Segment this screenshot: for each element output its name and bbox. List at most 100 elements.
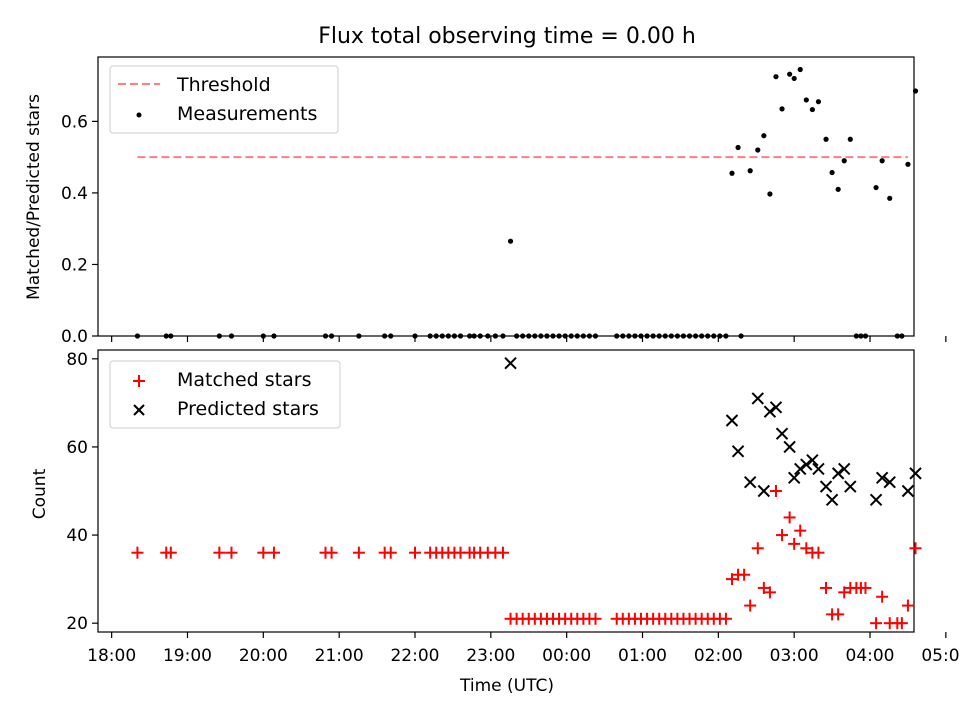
measurement-point	[829, 169, 835, 176]
matched-legend-marker	[133, 375, 145, 387]
measurement-point	[500, 333, 506, 339]
measurement-point	[656, 333, 662, 339]
measurement-point	[485, 333, 491, 339]
matched-legend-label: Matched stars	[177, 369, 311, 391]
measurement-point	[797, 66, 803, 73]
matched-star-point	[794, 524, 807, 537]
measurement-point	[271, 333, 277, 339]
measurement-point	[680, 333, 687, 339]
x-tick-label: 04:00	[846, 646, 895, 666]
x-tick-label: 20:00	[239, 646, 288, 666]
predicted-star-point	[783, 440, 796, 454]
matched-star-point	[812, 546, 825, 559]
measurement-point	[899, 333, 905, 339]
measurement-point	[492, 333, 498, 339]
measurement-point	[735, 144, 741, 151]
measurement-point	[538, 333, 544, 339]
count-legend: Matched stars Predicted stars	[109, 360, 341, 429]
measurement-point	[457, 333, 464, 339]
predicted-star-point	[743, 475, 757, 489]
predicted-star-point	[751, 392, 764, 405]
matched-star-point	[131, 546, 144, 559]
measurement-point	[632, 333, 638, 339]
measurement-point	[544, 333, 550, 339]
matched-star-point	[751, 542, 764, 555]
measurement-point	[835, 186, 841, 192]
predicted-star-point	[819, 480, 833, 493]
x-tick-label: 19:00	[163, 646, 212, 666]
measurement-point	[912, 88, 919, 94]
ratio-y-tick-label: 0.6	[61, 112, 88, 132]
matched-star-point	[876, 590, 889, 603]
measurement-point	[388, 333, 394, 339]
matched-star-point	[763, 586, 776, 599]
measurement-point	[755, 147, 761, 153]
measurement-point	[711, 333, 717, 339]
matched-star-point	[783, 511, 796, 524]
ratio-y-tick-label: 0.0	[61, 327, 88, 347]
x-tick-label: 02:00	[694, 646, 743, 666]
predicted-star-point	[757, 484, 771, 498]
count-y-axis-label: Count	[30, 468, 50, 519]
measurement-point	[905, 161, 911, 167]
predicted-star-point	[831, 467, 845, 480]
threshold-legend-label: Threshold	[176, 74, 271, 96]
predicted-star-point	[769, 401, 783, 414]
matched-star-point	[788, 537, 801, 550]
predicted-legend-marker	[133, 404, 145, 416]
measurement-point	[879, 158, 885, 164]
measurement-point	[650, 333, 656, 339]
x-tick-label: 01:00	[618, 646, 667, 666]
count-y-tick-label: 80	[66, 350, 88, 370]
measurement-point	[858, 333, 864, 339]
measurement-point	[580, 333, 586, 339]
measurement-point	[620, 333, 626, 339]
measurement-point	[433, 333, 439, 339]
measurement-point	[747, 168, 753, 174]
count-y-tick-label: 60	[66, 438, 88, 458]
matched-star-point	[744, 599, 757, 612]
measurements-legend-marker	[136, 112, 142, 118]
matched-star-point	[589, 612, 602, 625]
measurement-point	[471, 333, 477, 339]
count-plot-area	[131, 357, 922, 630]
matched-star-point	[901, 599, 914, 612]
measurement-point	[451, 333, 458, 339]
measurement-point	[477, 333, 483, 339]
predicted-star-point	[806, 453, 819, 467]
matched-star-point	[870, 617, 883, 630]
measurement-point	[328, 333, 335, 339]
chart-title: Flux total observing time = 0.00 h	[318, 24, 696, 49]
measurement-point	[520, 333, 526, 339]
measurement-point	[862, 333, 869, 339]
x-tick-label: 23:00	[466, 646, 515, 666]
matched-star-point	[408, 546, 421, 559]
measurement-point	[356, 333, 362, 339]
measurement-point	[168, 333, 174, 339]
ratio-legend-box	[109, 65, 339, 134]
measurement-point	[841, 158, 847, 164]
measurement-point	[767, 191, 773, 197]
matched-star-point	[352, 546, 365, 559]
matched-star-point	[859, 581, 872, 594]
predicted-star-point	[838, 462, 851, 476]
measurement-point	[439, 333, 445, 339]
measurement-point	[163, 333, 169, 339]
measurement-point	[815, 99, 822, 105]
count-plot-frame	[97, 349, 915, 633]
count-panel: 20 40 60 80 18:00 19:00 20:00 21:00 22:00 23:00 0…	[30, 349, 960, 696]
measurement-point	[773, 74, 779, 80]
predicted-legend-label: Predicted stars	[177, 398, 319, 420]
measurement-point	[562, 333, 568, 339]
predicted-star-point	[883, 475, 896, 489]
ratio-plot-frame	[97, 56, 915, 337]
measurement-point	[466, 333, 473, 339]
measurement-point	[686, 333, 693, 339]
measurement-point	[445, 333, 451, 339]
predicted-star-point	[901, 484, 915, 498]
predicted-star-point	[844, 480, 857, 493]
measurement-point	[738, 333, 744, 339]
matched-star-point	[832, 608, 845, 621]
predicted-star-point	[909, 467, 922, 480]
